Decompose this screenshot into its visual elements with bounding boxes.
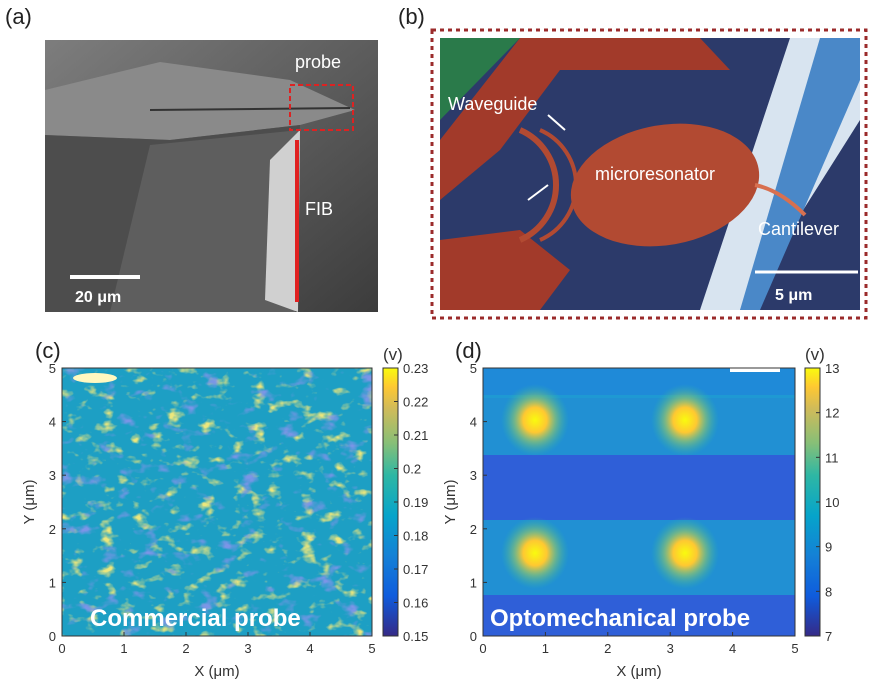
colorbar-tick-label: 0.23 xyxy=(403,361,428,376)
panel-label: (c) xyxy=(35,338,61,363)
x-tick-label: 0 xyxy=(58,641,65,656)
y-tick-label: 2 xyxy=(470,522,477,537)
caption: Commercial probe xyxy=(90,605,301,632)
y-tick-label: 2 xyxy=(49,522,56,537)
colorbar-tick-label: 0.19 xyxy=(403,495,428,510)
scale-bar-label: 20 μm xyxy=(75,289,121,306)
colorbar-tick-label: 12 xyxy=(825,406,839,421)
y-tick-label: 5 xyxy=(470,361,477,376)
x-tick-label: 3 xyxy=(244,641,251,656)
y-tick-label: 0 xyxy=(49,629,56,644)
colorbar-tick-label: 10 xyxy=(825,495,839,510)
colorbar-tick-label: 9 xyxy=(825,540,832,555)
x-tick-label: 5 xyxy=(791,641,798,656)
colorbar-tick-label: 0.18 xyxy=(403,529,428,544)
x-axis-label: X (μm) xyxy=(194,663,239,680)
x-axis-label: X (μm) xyxy=(616,663,661,680)
colorbar-tick-label: 0.15 xyxy=(403,629,428,644)
x-tick-label: 4 xyxy=(729,641,736,656)
x-tick-label: 0 xyxy=(479,641,486,656)
colorbar-tick-label: 7 xyxy=(825,629,832,644)
annotation: microresonator xyxy=(595,164,715,184)
colorbar-unit: (v) xyxy=(805,345,825,364)
sem-image xyxy=(45,40,378,312)
panel-label: (a) xyxy=(5,4,32,29)
colorbar-tick-label: 0.17 xyxy=(403,562,428,577)
heatmap-d xyxy=(483,368,795,636)
annotation: Cantilever xyxy=(758,219,839,239)
colorbar-tick-label: 0.2 xyxy=(403,462,421,477)
x-tick-label: 2 xyxy=(182,641,189,656)
y-tick-label: 4 xyxy=(49,415,56,430)
annotation: FIB xyxy=(305,199,333,219)
panel-label: (d) xyxy=(455,338,482,363)
y-axis-label: Y (μm) xyxy=(442,479,459,524)
caption: Optomechanical probe xyxy=(490,605,750,632)
annotation: probe xyxy=(295,52,341,72)
y-tick-label: 1 xyxy=(470,575,477,590)
x-tick-label: 4 xyxy=(306,641,313,656)
y-tick-label: 3 xyxy=(49,468,56,483)
colorbar-unit: (v) xyxy=(383,345,403,364)
y-tick-label: 3 xyxy=(470,468,477,483)
colorbar-tick-label: 0.21 xyxy=(403,428,428,443)
colorbar-tick-label: 0.16 xyxy=(403,596,428,611)
scale-bar-label: 5 μm xyxy=(775,287,812,304)
colorbar-tick-label: 8 xyxy=(825,584,832,599)
heatmap-c xyxy=(62,368,372,636)
figure: (a) probe FIB 20 μm (b) Waveguide micror… xyxy=(0,0,870,686)
y-tick-label: 5 xyxy=(49,361,56,376)
annotation: Waveguide xyxy=(448,94,537,114)
x-tick-label: 1 xyxy=(542,641,549,656)
x-tick-label: 1 xyxy=(120,641,127,656)
x-tick-label: 5 xyxy=(368,641,375,656)
colorbar-tick-label: 13 xyxy=(825,361,839,376)
x-tick-label: 3 xyxy=(667,641,674,656)
y-tick-label: 0 xyxy=(470,629,477,644)
panel-label: (b) xyxy=(398,4,425,29)
y-axis-label: Y (μm) xyxy=(21,479,38,524)
colorbar-tick-label: 11 xyxy=(825,450,839,465)
y-tick-label: 1 xyxy=(49,575,56,590)
y-tick-label: 4 xyxy=(470,415,477,430)
colorbar-tick-label: 0.22 xyxy=(403,395,428,410)
x-tick-label: 2 xyxy=(604,641,611,656)
